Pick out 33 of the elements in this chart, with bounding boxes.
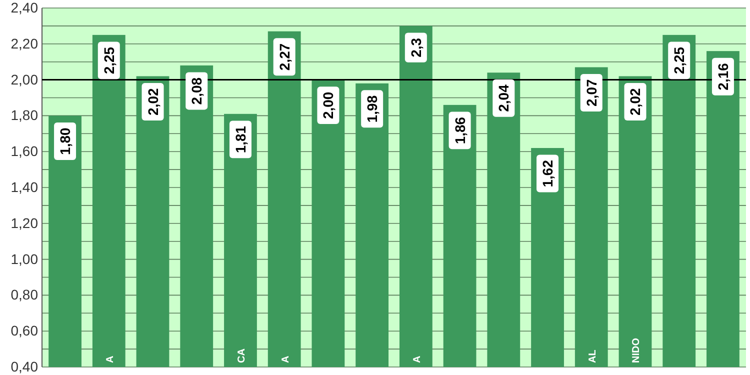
y-tick-label: 0,40 bbox=[10, 358, 38, 374]
data-label: 1,62 bbox=[540, 160, 556, 188]
x-tick-label: A bbox=[412, 356, 423, 363]
data-label: 2,07 bbox=[583, 79, 600, 106]
x-tick-label: A bbox=[104, 356, 116, 363]
data-label: 1,98 bbox=[364, 95, 380, 123]
data-label: 2,25 bbox=[100, 46, 117, 74]
data-label: 2,02 bbox=[144, 88, 161, 116]
y-tick-label: 1,40 bbox=[10, 178, 38, 195]
x-tick-label: NIDO bbox=[631, 338, 642, 363]
data-label: 2,25 bbox=[671, 46, 688, 74]
y-tick-label: 1,60 bbox=[10, 143, 38, 160]
y-tick-label: 2,40 bbox=[10, 0, 38, 16]
y-tick-label: 1,00 bbox=[10, 250, 38, 267]
y-tick-label: 2,20 bbox=[10, 35, 38, 52]
data-label: 2,16 bbox=[714, 62, 731, 90]
data-label: 1,80 bbox=[57, 127, 74, 155]
data-label: 1,81 bbox=[232, 126, 248, 154]
data-label: 1,86 bbox=[452, 116, 468, 144]
y-tick-label: 1,20 bbox=[10, 214, 38, 231]
x-tick-label: A bbox=[280, 356, 292, 363]
data-label: 2,00 bbox=[320, 92, 336, 120]
y-tick-label: 0,60 bbox=[10, 322, 38, 339]
data-label: 2,08 bbox=[188, 77, 205, 105]
data-label: 2,02 bbox=[627, 88, 644, 116]
y-tick-label: 2,00 bbox=[10, 71, 38, 88]
data-label: 2,3 bbox=[408, 38, 424, 58]
x-tick-label: AL bbox=[587, 350, 598, 363]
x-tick-label: CA bbox=[236, 348, 248, 363]
data-label: 2,04 bbox=[496, 84, 512, 112]
data-label: 2,27 bbox=[276, 43, 292, 71]
y-tick-label: 0,80 bbox=[10, 286, 38, 303]
y-tick-label: 1,80 bbox=[10, 107, 38, 124]
